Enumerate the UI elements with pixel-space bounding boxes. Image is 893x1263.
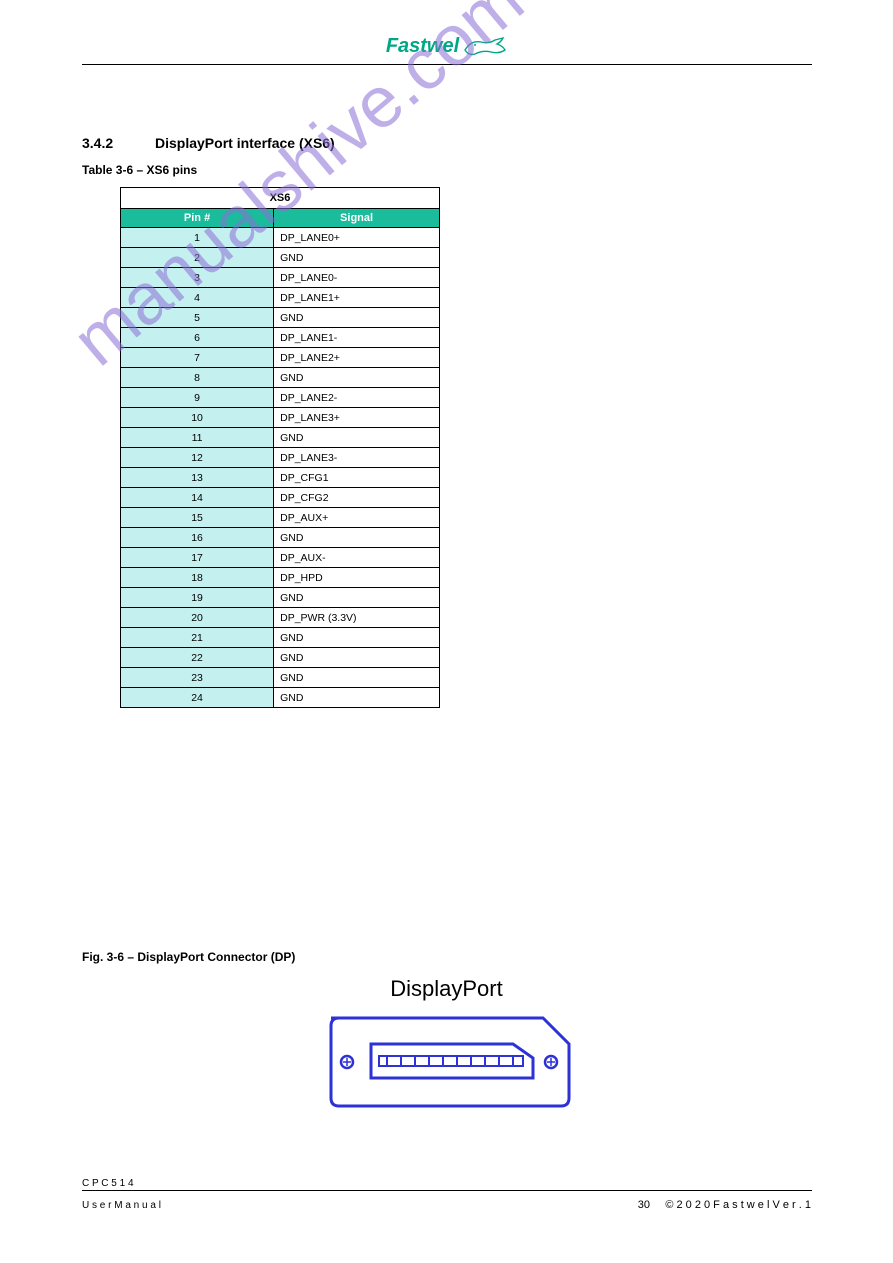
- signal-cell: GND: [274, 368, 440, 388]
- signal-cell: GND: [274, 248, 440, 268]
- signal-cell: DP_LANE0-: [274, 268, 440, 288]
- logo: Fastwel: [386, 35, 507, 58]
- table-row: 2GND: [121, 248, 440, 268]
- footer-doc: C P C 5 1 4: [82, 1178, 134, 1189]
- signal-cell: DP_LANE2+: [274, 348, 440, 368]
- table-row: 17DP_AUX-: [121, 548, 440, 568]
- pin-cell: 17: [121, 548, 274, 568]
- signal-cell: DP_CFG1: [274, 468, 440, 488]
- section-number: 3.4.2: [82, 135, 113, 151]
- footer-page: 30: [638, 1199, 650, 1211]
- signal-cell: GND: [274, 688, 440, 708]
- pin-cell: 9: [121, 388, 274, 408]
- pin-cell: 2: [121, 248, 274, 268]
- signal-cell: DP_LANE1-: [274, 328, 440, 348]
- logo-text: Fastwel: [386, 35, 459, 58]
- col-header-pin: Pin #: [121, 209, 274, 228]
- pin-cell: 5: [121, 308, 274, 328]
- table-row: 4DP_LANE1+: [121, 288, 440, 308]
- header-rule: [82, 64, 812, 65]
- logo-icon: [463, 36, 507, 58]
- table-row: 23GND: [121, 668, 440, 688]
- footer-sub: U s e r M a n u a l: [82, 1200, 161, 1211]
- table-row: 22GND: [121, 648, 440, 668]
- footer-right: 30 © 2 0 2 0 F a s t w e l V e r . 1: [638, 1199, 811, 1211]
- section-title: DisplayPort interface (XS6): [155, 135, 335, 151]
- pin-cell: 21: [121, 628, 274, 648]
- table-row: 16GND: [121, 528, 440, 548]
- pin-cell: 7: [121, 348, 274, 368]
- pin-cell: 23: [121, 668, 274, 688]
- signal-cell: GND: [274, 668, 440, 688]
- pin-cell: 15: [121, 508, 274, 528]
- table-row: 9DP_LANE2-: [121, 388, 440, 408]
- signal-cell: DP_LANE1+: [274, 288, 440, 308]
- table-row: 13DP_CFG1: [121, 468, 440, 488]
- signal-cell: DP_AUX+: [274, 508, 440, 528]
- pin-cell: 13: [121, 468, 274, 488]
- pin-cell: 18: [121, 568, 274, 588]
- table-row: 1DP_LANE0+: [121, 228, 440, 248]
- table-row: 21GND: [121, 628, 440, 648]
- signal-cell: GND: [274, 428, 440, 448]
- table-row: 8GND: [121, 368, 440, 388]
- displayport-connector-icon: [317, 1006, 577, 1116]
- pin-cell: 22: [121, 648, 274, 668]
- pin-cell: 14: [121, 488, 274, 508]
- pin-cell: 4: [121, 288, 274, 308]
- table-row: 11GND: [121, 428, 440, 448]
- signal-cell: DP_LANE3+: [274, 408, 440, 428]
- footer-copyright: © 2 0 2 0 F a s t w e l V e r . 1: [665, 1199, 811, 1211]
- table-row: 19GND: [121, 588, 440, 608]
- signal-cell: GND: [274, 308, 440, 328]
- pin-cell: 16: [121, 528, 274, 548]
- signal-cell: DP_AUX-: [274, 548, 440, 568]
- pin-cell: 12: [121, 448, 274, 468]
- table-row: 6DP_LANE1-: [121, 328, 440, 348]
- signal-cell: DP_LANE3-: [274, 448, 440, 468]
- pin-cell: 8: [121, 368, 274, 388]
- pin-cell: 20: [121, 608, 274, 628]
- table-row: 3DP_LANE0-: [121, 268, 440, 288]
- signal-cell: GND: [274, 648, 440, 668]
- table-row: 20DP_PWR (3.3V): [121, 608, 440, 628]
- footer-left: C P C 5 1 4 U s e r M a n u a l: [82, 1167, 161, 1211]
- pinout-table: XS6 Pin # Signal 1DP_LANE0+2GND3DP_LANE0…: [120, 187, 440, 708]
- table-row: 12DP_LANE3-: [121, 448, 440, 468]
- table-title: XS6: [121, 188, 440, 209]
- table-row: 7DP_LANE2+: [121, 348, 440, 368]
- table-row: 14DP_CFG2: [121, 488, 440, 508]
- signal-cell: DP_HPD: [274, 568, 440, 588]
- table-row: 15DP_AUX+: [121, 508, 440, 528]
- table-row: 10DP_LANE3+: [121, 408, 440, 428]
- pin-cell: 6: [121, 328, 274, 348]
- table-row: 5GND: [121, 308, 440, 328]
- footer-rule: [82, 1190, 812, 1191]
- signal-cell: GND: [274, 588, 440, 608]
- figure: DisplayPort: [0, 976, 893, 1116]
- table-row: 24GND: [121, 688, 440, 708]
- table-caption: Table 3-6 – XS6 pins: [82, 163, 197, 177]
- signal-cell: DP_LANE0+: [274, 228, 440, 248]
- figure-caption: Fig. 3-6 – DisplayPort Connector (DP): [82, 950, 295, 964]
- pin-cell: 24: [121, 688, 274, 708]
- col-header-signal: Signal: [274, 209, 440, 228]
- signal-cell: GND: [274, 528, 440, 548]
- signal-cell: GND: [274, 628, 440, 648]
- pin-cell: 19: [121, 588, 274, 608]
- pin-cell: 3: [121, 268, 274, 288]
- pin-cell: 1: [121, 228, 274, 248]
- signal-cell: DP_LANE2-: [274, 388, 440, 408]
- table-row: 18DP_HPD: [121, 568, 440, 588]
- page-header: Fastwel: [0, 0, 893, 65]
- signal-cell: DP_CFG2: [274, 488, 440, 508]
- pin-cell: 10: [121, 408, 274, 428]
- signal-cell: DP_PWR (3.3V): [274, 608, 440, 628]
- figure-label: DisplayPort: [390, 976, 502, 1002]
- pin-cell: 11: [121, 428, 274, 448]
